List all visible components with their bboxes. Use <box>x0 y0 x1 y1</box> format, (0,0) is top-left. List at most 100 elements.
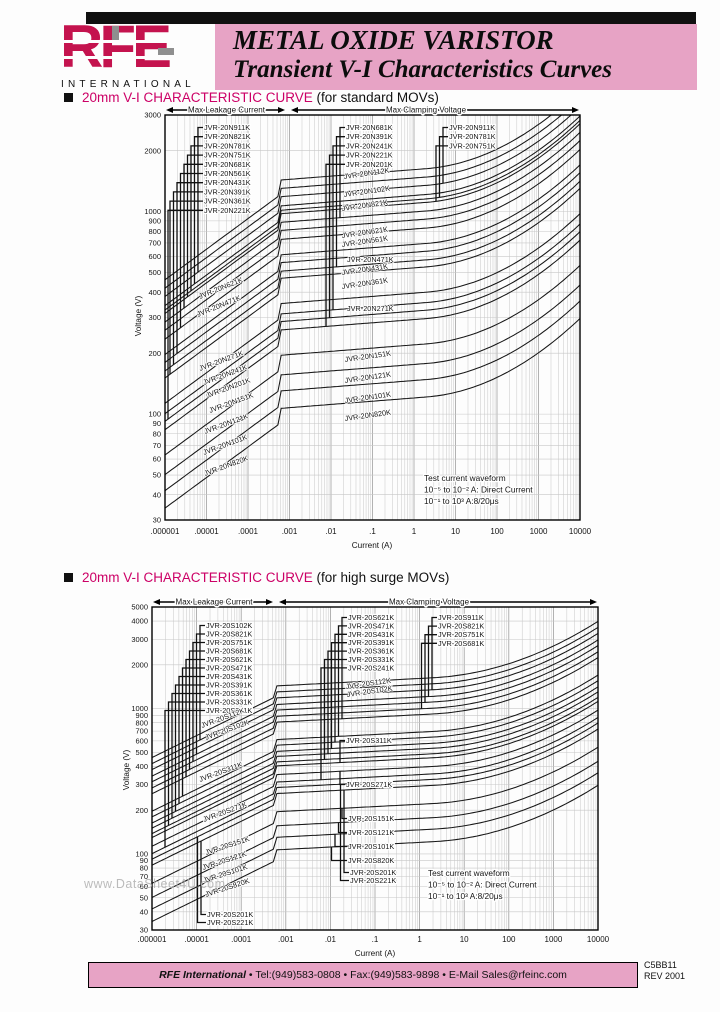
svg-text:JVR-20S241K: JVR-20S241K <box>348 663 394 672</box>
svg-text:Test current waveform: Test current waveform <box>428 868 510 878</box>
svg-text:JVR-20N681K: JVR-20N681K <box>204 160 251 169</box>
svg-text:JVR-20S121K: JVR-20S121K <box>348 828 394 837</box>
svg-text:JVR-20N271K: JVR-20N271K <box>347 304 394 313</box>
curve-JVR-20N911K <box>165 115 572 297</box>
curve-JVR-20S101K <box>152 772 598 910</box>
svg-text:JVR-20S221K: JVR-20S221K <box>350 876 396 885</box>
svg-text:70: 70 <box>140 872 148 881</box>
doc-revision: REV 2001 <box>644 971 686 981</box>
curves <box>152 620 598 922</box>
region-arrows: Max Leakage Current Max Clamping Voltage <box>153 596 597 608</box>
svg-text:JVR-20S101K: JVR-20S101K <box>348 842 394 851</box>
svg-text:600: 600 <box>148 252 161 261</box>
svg-text:30: 30 <box>153 516 161 525</box>
svg-text:.001: .001 <box>278 935 294 944</box>
logo-gray-accent <box>112 26 119 40</box>
rfe-logo: RFE <box>60 13 215 90</box>
svg-text:JVR-20S751K: JVR-20S751K <box>206 638 252 647</box>
svg-text:JVR-20N821K: JVR-20N821K <box>341 198 389 213</box>
svg-text:JVR-20N821K: JVR-20N821K <box>204 132 251 141</box>
curve-JVR-20N221K <box>165 231 580 422</box>
svg-text:JVR-20S471K: JVR-20S471K <box>206 664 252 673</box>
svg-text:.1: .1 <box>369 527 376 536</box>
svg-text:JVR-20N391K: JVR-20N391K <box>204 187 251 196</box>
curve-JVR-20S151K <box>152 746 598 884</box>
svg-text:JVR-20S271K: JVR-20S271K <box>346 780 392 789</box>
svg-text:1: 1 <box>412 527 417 536</box>
svg-text:2000: 2000 <box>131 660 148 669</box>
svg-text:JVR-20N361K: JVR-20N361K <box>341 276 389 291</box>
svg-text:JVR-20N471K: JVR-20N471K <box>347 255 394 264</box>
svg-text:JVR-20S391K: JVR-20S391K <box>348 638 394 647</box>
svg-text:200: 200 <box>148 349 161 358</box>
svg-text:40: 40 <box>140 907 148 916</box>
svg-text:1000: 1000 <box>144 207 161 216</box>
svg-text:90: 90 <box>153 419 161 428</box>
svg-text:Max Clamping Voltage: Max Clamping Voltage <box>386 106 467 115</box>
svg-text:3000: 3000 <box>131 635 148 644</box>
svg-text:100: 100 <box>135 850 148 859</box>
svg-text:JVR-20N221K: JVR-20N221K <box>346 151 393 160</box>
svg-text:JVR-20N820K: JVR-20N820K <box>344 408 392 423</box>
svg-text:JVR-20S621K: JVR-20S621K <box>206 655 252 664</box>
svg-text:JVR-20S311K: JVR-20S311K <box>346 736 392 745</box>
svg-text:Test current waveform: Test current waveform <box>424 473 506 483</box>
svg-text:Max Clamping Voltage: Max Clamping Voltage <box>389 598 470 607</box>
svg-text:JVR-20N241K: JVR-20N241K <box>346 141 393 150</box>
curve-JVR-20S821K <box>152 639 598 777</box>
svg-text:80: 80 <box>153 429 161 438</box>
svg-text:JVR-20S471K: JVR-20S471K <box>348 621 394 630</box>
footer-contact: • Tel:(949)583-0808 • Fax:(949)583-9898 … <box>246 969 567 981</box>
svg-text:.00001: .00001 <box>194 527 219 536</box>
title-banner: METAL OXIDE VARISTOR Transient V-I Chara… <box>215 24 697 90</box>
chart-standard-movs: Max Leakage Current Max Clamping Voltage 3… <box>134 104 592 550</box>
curve-JVR-20N271K <box>165 213 580 404</box>
svg-text:700: 700 <box>135 727 148 736</box>
svg-text:50: 50 <box>140 893 148 902</box>
region-arrows: Max Leakage Current Max Clamping Voltage <box>166 104 579 116</box>
curve-JVR-20N681K <box>165 132 580 323</box>
svg-text:300: 300 <box>135 780 148 789</box>
curve-JVR-20S112K <box>152 620 598 758</box>
curve-JVR-20S271K <box>152 709 598 847</box>
curve-JVR-20S331K <box>152 696 598 835</box>
test-waveform-note: Test current waveform 10⁻⁵ to 10⁻² A: Dir… <box>423 472 535 508</box>
section-bullet-icon <box>64 93 73 102</box>
svg-text:JVR-20S221K: JVR-20S221K <box>207 918 253 927</box>
svg-text:3000: 3000 <box>144 111 161 120</box>
svg-text:JVR-20N221K: JVR-20N221K <box>204 206 251 215</box>
svg-text:1000: 1000 <box>131 704 148 713</box>
curve-JVR-20N561K <box>165 149 580 340</box>
curve-JVR-20N820K <box>165 318 580 509</box>
logo-gray-accent <box>158 48 174 55</box>
curve-JVR-20N241K <box>165 223 580 415</box>
curve-JVR-20S621K <box>152 657 598 795</box>
svg-text:800: 800 <box>135 718 148 727</box>
curve-JVR-20N112K <box>165 115 552 281</box>
curve-JVR-20S221K <box>152 722 598 860</box>
svg-text:JVR-20S821K: JVR-20S821K <box>206 630 252 639</box>
svg-text:JVR-20S331K: JVR-20S331K <box>348 655 394 664</box>
plot-border <box>151 606 599 931</box>
svg-text:70: 70 <box>153 441 161 450</box>
svg-text:JVR-20S391K: JVR-20S391K <box>206 681 252 690</box>
section-heading-standard: 20mm V-I CHARACTERISTIC CURVE (for stand… <box>64 90 439 105</box>
curve-JVR-20S681K <box>152 651 598 789</box>
doc-code-number: C5BB11 <box>644 960 677 970</box>
curve-JVR-20N431K <box>165 172 580 363</box>
curve-JVR-20N781K <box>165 120 580 311</box>
svg-text:400: 400 <box>135 762 148 771</box>
chart-high-surge-movs: Max Leakage Current Max Clamping Voltage 5… <box>122 596 610 958</box>
doc-title-line2: Transient V-I Characteristics Curves <box>233 56 612 83</box>
svg-text:1: 1 <box>417 935 422 944</box>
curve-JVR-20N201K <box>165 239 580 431</box>
svg-text:JVR-20N391K: JVR-20N391K <box>346 132 393 141</box>
svg-text:90: 90 <box>140 856 148 865</box>
doc-code: C5BB11 REV 2001 <box>644 960 685 982</box>
svg-text:.01: .01 <box>325 935 337 944</box>
svg-text:Current (A): Current (A) <box>352 541 393 550</box>
curve-JVR-20S471K <box>152 674 598 812</box>
svg-text:Current (A): Current (A) <box>355 949 396 958</box>
label-leaders <box>167 126 448 420</box>
